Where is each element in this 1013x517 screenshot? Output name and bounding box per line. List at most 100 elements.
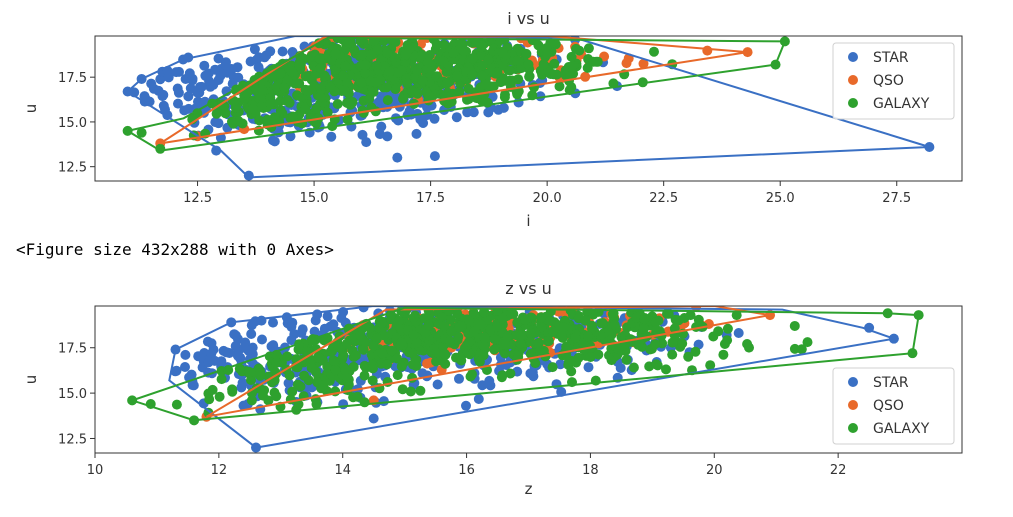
data-point-galaxy bbox=[171, 399, 182, 410]
legend-box bbox=[832, 367, 955, 445]
data-point-galaxy bbox=[431, 39, 442, 50]
axes-frame bbox=[94, 35, 963, 182]
data-point-galaxy bbox=[396, 337, 407, 348]
data-point-star bbox=[180, 362, 190, 372]
data-point-galaxy bbox=[360, 337, 371, 348]
data-point-galaxy bbox=[407, 85, 418, 96]
data-point-galaxy bbox=[499, 92, 510, 103]
data-point-star bbox=[237, 377, 248, 388]
legend: STAR QSO GALAXY bbox=[832, 42, 955, 120]
data-point-galaxy bbox=[547, 326, 558, 337]
x-axis-label: i bbox=[526, 212, 530, 230]
data-point-star bbox=[249, 44, 260, 55]
y-tick-label: 17.5 bbox=[58, 342, 87, 357]
data-point-galaxy bbox=[440, 358, 451, 369]
data-point-star bbox=[357, 129, 368, 140]
data-point-star bbox=[153, 85, 164, 96]
legend: STAR QSO GALAXY bbox=[832, 367, 955, 445]
y-tick-label: 17.5 bbox=[58, 71, 87, 86]
data-point-galaxy bbox=[386, 345, 397, 356]
data-point-star bbox=[233, 72, 244, 83]
data-point-galaxy bbox=[639, 314, 650, 325]
data-point-star bbox=[525, 368, 536, 379]
data-point-galaxy bbox=[505, 75, 515, 86]
data-point-galaxy bbox=[325, 82, 336, 93]
data-point-galaxy bbox=[722, 323, 733, 334]
plot-area bbox=[122, 36, 935, 181]
data-point-star bbox=[411, 128, 422, 139]
data-point-galaxy bbox=[597, 318, 608, 329]
data-point-star bbox=[230, 330, 241, 341]
data-point-galaxy bbox=[547, 362, 558, 373]
data-point-galaxy bbox=[393, 316, 404, 326]
data-point-galaxy bbox=[270, 115, 281, 126]
data-point-galaxy bbox=[275, 68, 286, 79]
data-point-galaxy bbox=[573, 313, 584, 324]
data-point-star bbox=[454, 373, 464, 384]
data-point-star bbox=[202, 336, 213, 347]
data-point-galaxy bbox=[392, 353, 403, 364]
legend-box bbox=[832, 42, 955, 120]
legend-marker bbox=[848, 52, 858, 62]
data-point-star bbox=[484, 375, 495, 386]
data-point-galaxy bbox=[566, 366, 577, 377]
data-point-star bbox=[171, 67, 182, 78]
data-point-galaxy bbox=[311, 103, 322, 114]
data-point-star bbox=[243, 345, 254, 356]
x-tick-label: 17.5 bbox=[416, 191, 445, 206]
data-point-galaxy bbox=[358, 344, 369, 355]
data-point-galaxy bbox=[340, 365, 351, 376]
data-point-galaxy bbox=[407, 348, 418, 359]
data-point-galaxy bbox=[713, 326, 724, 337]
data-point-star bbox=[199, 60, 210, 71]
legend-label: QSO bbox=[873, 73, 904, 89]
data-point-galaxy bbox=[247, 103, 258, 114]
data-point-galaxy bbox=[382, 48, 393, 58]
data-point-star bbox=[432, 379, 443, 390]
data-point-galaxy bbox=[477, 70, 487, 81]
data-point-galaxy bbox=[683, 351, 694, 362]
data-point-star bbox=[378, 396, 389, 407]
data-point-galaxy bbox=[337, 353, 348, 364]
data-point-galaxy bbox=[650, 339, 661, 350]
y-tick-label: 12.5 bbox=[58, 161, 87, 176]
data-point-galaxy bbox=[502, 331, 513, 342]
data-point-galaxy bbox=[479, 332, 490, 343]
data-point-galaxy bbox=[441, 67, 452, 77]
data-point-galaxy bbox=[398, 93, 408, 104]
data-point-galaxy bbox=[439, 348, 450, 359]
data-point-galaxy bbox=[638, 323, 649, 334]
data-point-galaxy bbox=[368, 340, 379, 351]
data-point-galaxy bbox=[649, 46, 659, 57]
data-point-galaxy bbox=[293, 399, 304, 410]
data-point-galaxy bbox=[415, 385, 426, 396]
data-point-star bbox=[429, 113, 440, 124]
hull-galaxy bbox=[129, 306, 920, 422]
data-point-galaxy bbox=[521, 48, 532, 59]
data-point-star bbox=[232, 350, 243, 361]
data-point-star bbox=[221, 347, 232, 358]
data-point-galaxy bbox=[396, 65, 407, 76]
data-point-galaxy bbox=[561, 341, 572, 352]
data-point-qso bbox=[638, 58, 649, 69]
data-point-galaxy bbox=[300, 104, 311, 115]
chart-title: i vs u bbox=[507, 9, 550, 28]
hull-galaxy bbox=[124, 36, 787, 152]
data-point-galaxy bbox=[495, 77, 506, 87]
data-point-galaxy bbox=[286, 66, 297, 77]
data-point-galaxy bbox=[453, 331, 464, 342]
data-point-galaxy bbox=[295, 381, 306, 392]
chart-i-vs-u: i vs u 12.5 15.0 17.5 20.0 22.5 25.0 27.5 12.5 15… bbox=[22, 9, 963, 230]
data-point-galaxy bbox=[452, 308, 463, 319]
data-point-galaxy bbox=[571, 43, 581, 54]
x-tick-label: 27.5 bbox=[882, 191, 911, 206]
data-point-qso bbox=[702, 45, 713, 56]
data-point-galaxy bbox=[281, 95, 292, 106]
chart-title: z vs u bbox=[505, 279, 552, 298]
data-point-star bbox=[257, 334, 267, 345]
chart-z-vs-u: z vs u 10 12 14 16 18 20 22 12.5 15.0 17.5 z u STAR QS… bbox=[22, 279, 963, 498]
x-tick-label: 20.0 bbox=[533, 191, 562, 206]
data-point-star bbox=[246, 329, 257, 339]
data-point-galaxy bbox=[554, 81, 565, 92]
data-point-galaxy bbox=[411, 361, 422, 371]
